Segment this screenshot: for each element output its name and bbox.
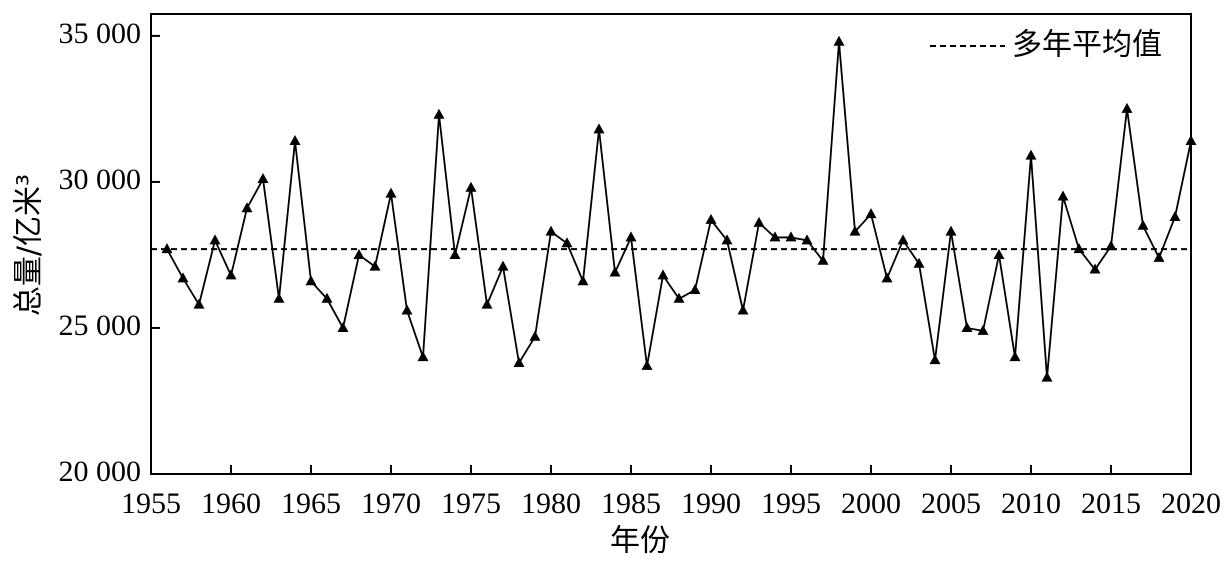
marker <box>161 243 173 254</box>
x-tick-label: 1970 <box>361 487 421 520</box>
marker <box>609 266 621 277</box>
marker <box>209 234 221 245</box>
marker <box>273 292 285 303</box>
marker <box>1137 219 1149 230</box>
marker <box>1121 102 1133 113</box>
marker <box>545 225 557 236</box>
marker <box>1057 190 1069 201</box>
marker <box>913 257 925 268</box>
marker <box>1025 149 1037 160</box>
marker <box>369 260 381 271</box>
marker <box>849 225 861 236</box>
x-tick-label: 1975 <box>441 487 501 520</box>
x-tick-label: 1980 <box>521 487 581 520</box>
marker <box>1169 210 1181 221</box>
marker <box>385 187 397 198</box>
marker <box>289 135 301 146</box>
marker <box>1089 263 1101 274</box>
marker <box>945 225 957 236</box>
marker <box>897 234 909 245</box>
x-tick-label: 2020 <box>1161 487 1221 520</box>
y-tick-label: 30 000 <box>59 163 142 196</box>
marker <box>481 298 493 309</box>
x-tick-label: 1955 <box>121 487 181 520</box>
marker <box>193 298 205 309</box>
marker <box>737 304 749 315</box>
marker <box>753 216 765 227</box>
marker <box>993 248 1005 259</box>
marker <box>961 321 973 332</box>
marker <box>1073 243 1085 254</box>
marker <box>177 272 189 283</box>
marker <box>337 321 349 332</box>
marker <box>817 254 829 265</box>
marker <box>705 213 717 224</box>
x-tick-label: 2000 <box>841 487 901 520</box>
y-tick-label: 20 000 <box>59 455 142 488</box>
marker <box>225 269 237 280</box>
marker <box>449 248 461 259</box>
plot-frame <box>150 13 1192 475</box>
marker <box>401 304 413 315</box>
x-tick-label: 2015 <box>1081 487 1141 520</box>
x-tick-label: 1965 <box>281 487 341 520</box>
marker <box>1041 371 1053 382</box>
x-tick-label: 1985 <box>601 487 661 520</box>
y-tick-label: 25 000 <box>59 309 142 342</box>
marker <box>785 231 797 242</box>
marker <box>257 173 269 184</box>
legend-label: 多年平均值 <box>1012 28 1162 63</box>
marker <box>833 35 845 46</box>
marker <box>1009 351 1021 362</box>
x-tick-label: 1990 <box>681 487 741 520</box>
marker <box>689 284 701 294</box>
x-axis-label: 年份 <box>610 524 670 559</box>
marker <box>1153 251 1165 262</box>
marker <box>769 231 781 242</box>
marker <box>1185 135 1197 146</box>
marker <box>801 234 813 245</box>
marker <box>321 292 333 303</box>
x-tick-label: 2010 <box>1001 487 1061 520</box>
marker <box>465 181 477 192</box>
marker <box>561 237 573 248</box>
marker <box>417 351 429 362</box>
marker <box>577 275 589 286</box>
marker <box>657 269 669 280</box>
y-tick-label: 35 000 <box>59 17 142 50</box>
marker <box>529 330 541 341</box>
marker <box>305 275 317 286</box>
x-tick-label: 1995 <box>761 487 821 520</box>
marker <box>673 292 685 303</box>
y-axis-label: 总量/亿米³ <box>12 174 47 316</box>
marker <box>241 202 253 213</box>
marker <box>721 234 733 245</box>
marker <box>977 324 989 335</box>
marker <box>497 260 509 271</box>
data-line <box>166 41 1192 378</box>
x-tick-label: 1960 <box>201 487 261 520</box>
marker <box>625 231 637 242</box>
marker <box>641 359 653 370</box>
marker <box>1105 240 1117 251</box>
marker <box>881 272 893 283</box>
marker <box>593 123 605 134</box>
marker <box>353 248 365 259</box>
marker <box>865 208 877 219</box>
x-tick-label: 2005 <box>921 487 981 520</box>
marker <box>433 108 445 119</box>
marker <box>929 354 941 365</box>
marker <box>513 357 525 368</box>
